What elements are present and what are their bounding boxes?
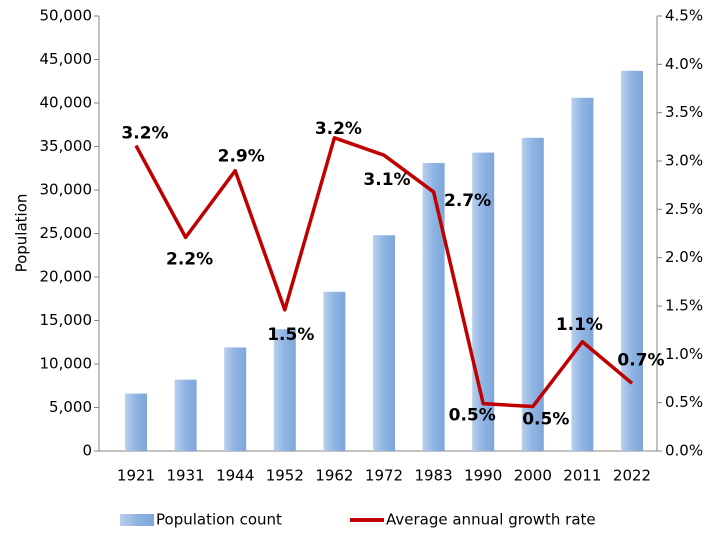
y2-tick-label: 0.0% (665, 442, 703, 460)
y-tick-label: 30,000 (40, 181, 93, 199)
y2-tick-label: 3.5% (665, 103, 703, 121)
data-label: 3.2% (315, 119, 362, 139)
bar (621, 70, 643, 451)
legend-swatch (120, 514, 154, 526)
x-tick-label: 1962 (315, 467, 353, 485)
x-tick-label: 1952 (266, 467, 304, 485)
bar (125, 393, 147, 451)
data-label: 0.7% (617, 350, 664, 370)
data-label: 3.1% (363, 170, 410, 190)
y2-tick-label: 1.0% (665, 345, 703, 363)
y-tick-label: 25,000 (40, 224, 93, 242)
y-tick-label: 10,000 (40, 355, 93, 373)
data-label: 2.9% (218, 147, 265, 167)
y-tick-label: 50,000 (40, 7, 93, 25)
y-tick-label: 0 (82, 442, 92, 460)
bar (521, 137, 544, 452)
y-tick-label: 20,000 (40, 268, 93, 286)
y2-tick-label: 4.0% (665, 55, 703, 73)
y-tick-label: 5,000 (49, 398, 92, 416)
y-tick-label: 45,000 (40, 50, 93, 68)
y-tick-label: 15,000 (40, 311, 93, 329)
data-label: 1.1% (556, 315, 603, 335)
x-tick-label: 1990 (464, 467, 502, 485)
bar (373, 235, 395, 451)
bar (224, 347, 247, 451)
y2-tick-label: 2.5% (665, 200, 703, 218)
y2-tick-label: 0.5% (665, 393, 703, 411)
legend-label: Population count (156, 511, 282, 529)
y2-tick-label: 3.0% (665, 152, 703, 170)
y2-tick-label: 4.5% (665, 7, 703, 25)
y2-tick-label: 2.0% (665, 248, 703, 266)
x-tick-label: 1921 (117, 467, 155, 485)
growth-line (134, 136, 634, 409)
data-label: 2.7% (444, 191, 491, 211)
y-axis-title: Population (13, 194, 31, 273)
data-label: 2.2% (166, 249, 213, 269)
data-label: 3.2% (121, 124, 168, 144)
bar (323, 291, 346, 451)
x-tick-label: 2011 (563, 467, 601, 485)
data-label: 0.5% (449, 406, 496, 426)
y2-tick-label: 1.5% (665, 297, 703, 315)
bar (571, 97, 594, 451)
x-tick-label: 1972 (365, 467, 403, 485)
bar (422, 163, 445, 451)
x-tick-label: 1931 (167, 467, 205, 485)
y-tick-label: 40,000 (40, 94, 93, 112)
bar (273, 329, 296, 451)
y-tick-label: 35,000 (40, 137, 93, 155)
data-label: 0.5% (522, 410, 569, 430)
x-tick-label: 1983 (415, 467, 453, 485)
x-tick-label: 2022 (613, 467, 651, 485)
legend-label: Average annual growth rate (386, 511, 596, 529)
bar (174, 379, 197, 451)
x-tick-label: 2000 (514, 467, 552, 485)
data-label: 1.5% (267, 325, 314, 345)
x-tick-label: 1944 (216, 467, 254, 485)
